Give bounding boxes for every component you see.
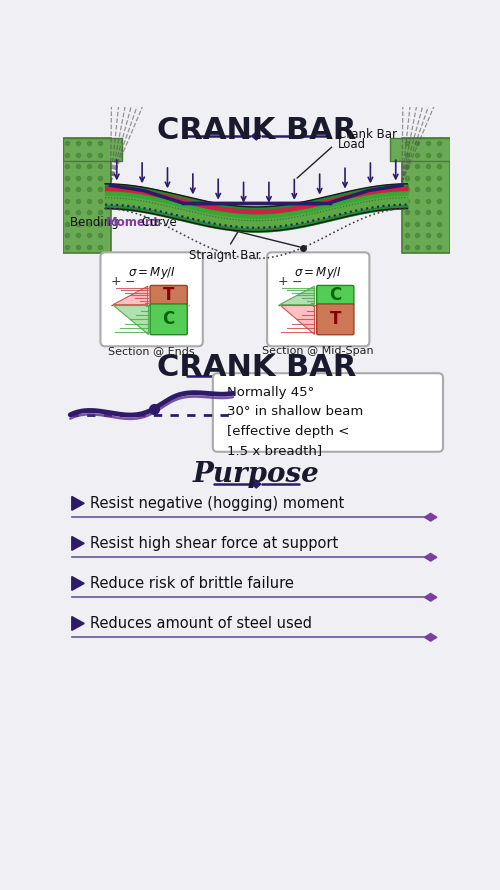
Polygon shape (72, 537, 84, 550)
Polygon shape (424, 594, 437, 601)
FancyBboxPatch shape (213, 373, 443, 452)
Text: Load: Load (338, 138, 366, 150)
Text: Purpose: Purpose (193, 461, 320, 488)
Polygon shape (252, 133, 261, 140)
Text: Resist high shear force at support: Resist high shear force at support (90, 536, 338, 551)
Text: Reduces amount of steel used: Reduces amount of steel used (90, 616, 312, 631)
Text: +: + (110, 275, 122, 288)
FancyBboxPatch shape (390, 138, 450, 161)
FancyBboxPatch shape (150, 286, 188, 305)
Text: Curve: Curve (138, 215, 177, 229)
Text: +: + (278, 275, 288, 288)
Polygon shape (72, 577, 84, 590)
Polygon shape (280, 287, 314, 304)
Polygon shape (252, 372, 261, 380)
Text: $-$: $-$ (291, 275, 302, 288)
FancyBboxPatch shape (316, 303, 354, 335)
Polygon shape (72, 497, 84, 510)
FancyBboxPatch shape (62, 138, 110, 253)
Polygon shape (113, 304, 148, 334)
Text: $\sigma = My/I$: $\sigma = My/I$ (294, 264, 343, 280)
Polygon shape (252, 481, 261, 488)
Text: Section @ Ends: Section @ Ends (108, 346, 195, 356)
Text: T: T (163, 287, 174, 304)
Text: Reduce risk of brittle failure: Reduce risk of brittle failure (90, 576, 294, 591)
Text: Normally 45°
30° in shallow beam
[effective depth <
1.5 x breadth]: Normally 45° 30° in shallow beam [effect… (227, 385, 363, 457)
Polygon shape (113, 287, 148, 304)
FancyBboxPatch shape (62, 138, 122, 161)
Text: C: C (162, 311, 175, 328)
Polygon shape (280, 304, 314, 334)
Text: Section @ Mid-Span: Section @ Mid-Span (262, 346, 374, 356)
FancyBboxPatch shape (316, 286, 354, 305)
Text: T: T (330, 311, 341, 328)
Text: CRANK BAR: CRANK BAR (156, 116, 356, 145)
Text: Resist negative (hogging) moment: Resist negative (hogging) moment (90, 496, 344, 511)
Text: Crank Bar: Crank Bar (338, 128, 396, 142)
FancyBboxPatch shape (267, 253, 370, 346)
Polygon shape (72, 617, 84, 630)
Text: Bending: Bending (70, 215, 123, 229)
FancyBboxPatch shape (100, 253, 203, 346)
Polygon shape (424, 634, 437, 641)
Polygon shape (424, 554, 437, 561)
Text: C: C (329, 287, 342, 304)
Text: CRANK BAR: CRANK BAR (156, 353, 356, 382)
FancyBboxPatch shape (150, 303, 188, 335)
Text: $-$: $-$ (124, 275, 136, 288)
Text: Straignt Bar: Straignt Bar (190, 248, 261, 262)
Polygon shape (424, 514, 437, 521)
Text: Moment: Moment (106, 215, 160, 229)
FancyBboxPatch shape (402, 138, 450, 253)
Text: $\sigma = My/I$: $\sigma = My/I$ (128, 264, 176, 280)
